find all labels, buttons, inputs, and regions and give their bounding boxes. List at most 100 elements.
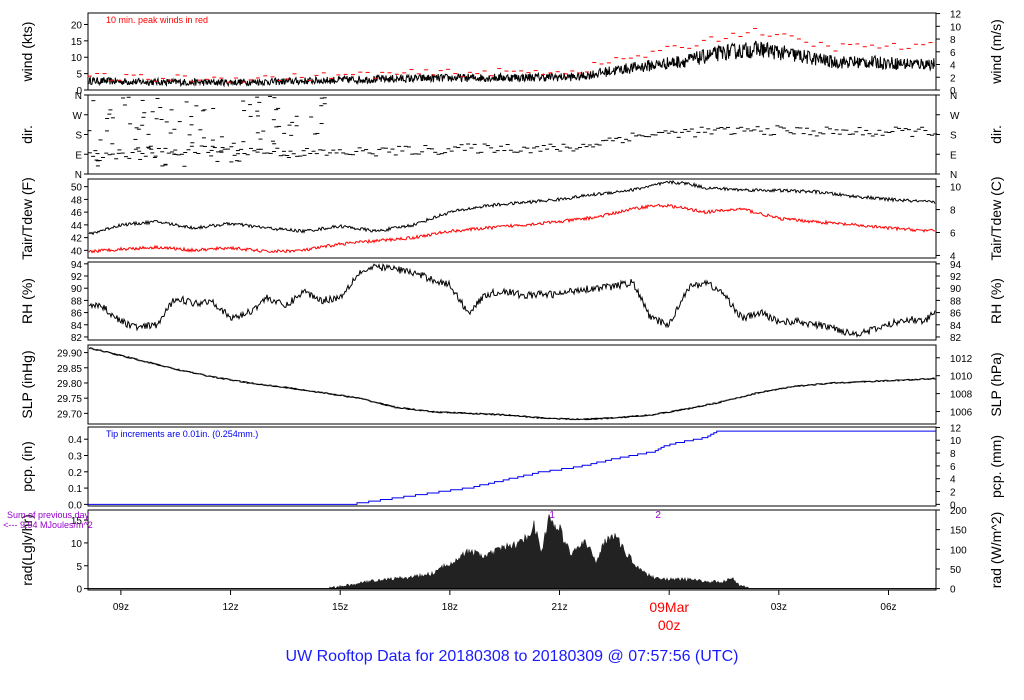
ytick-label-right-dir: N [950, 170, 957, 181]
ytick-label-right-rh: 92 [950, 272, 962, 283]
ytick-label-right-rh: 94 [950, 260, 962, 271]
ytick-label-left-wind: 20 [71, 20, 83, 31]
ylabel-left-slp: SLP (inHg) [19, 350, 35, 418]
ytick-label-right-wind: 12 [950, 10, 962, 21]
ylabel-right-rad: rad (W/m^2) [988, 512, 1004, 589]
ytick-label-left-dir: N [75, 170, 82, 181]
ytick-label-left-rh: 94 [71, 260, 83, 271]
ytick-label-left-pcp: 0.3 [68, 452, 82, 463]
ylabel-right-dir: dir. [988, 125, 1004, 144]
ytick-label-right-temp: 8 [950, 206, 956, 217]
ytick-label-left-slp: 29.70 [57, 409, 82, 420]
ytick-label-right-wind: 6 [950, 48, 956, 59]
ytick-label-right-pcp: 2 [950, 488, 956, 499]
ytick-label-right-dir: N [950, 91, 957, 102]
ytick-label-left-dir: N [75, 91, 82, 102]
ytick-label-right-pcp: 6 [950, 462, 956, 473]
ytick-label-left-dir: W [73, 111, 83, 122]
annotation-rad: Sum of previous day [7, 510, 90, 520]
ytick-label-left-pcp: 0.0 [68, 500, 82, 511]
ytick-label-left-dir: S [75, 131, 82, 142]
ytick-label-left-rad: 0 [76, 585, 82, 596]
panel-frame-temp [87, 178, 937, 259]
ytick-label-right-pcp: 10 [950, 436, 962, 447]
panel-frame-rad [87, 509, 937, 591]
marker-rad: 2 [655, 510, 661, 521]
xtick-label: 06z [880, 602, 896, 613]
ytick-label-right-rh: 82 [950, 333, 962, 344]
ytick-label-left-rh: 88 [71, 296, 83, 307]
ylabel-left-wind: wind (kts) [19, 22, 35, 83]
ytick-label-right-slp: 1012 [950, 354, 973, 365]
ytick-label-left-rad: 10 [71, 539, 83, 550]
annotation2-rad: <--- 9.94 MJoules/m^2 [3, 520, 93, 530]
marker-rad: 1 [549, 510, 555, 521]
ytick-label-left-wind: 15 [71, 37, 83, 48]
ytick-label-right-dir: E [950, 150, 957, 161]
ytick-label-left-dir: E [75, 150, 82, 161]
chart-footer-title: UW Rooftop Data for 20180308 to 20180309… [285, 648, 739, 665]
ytick-label-right-rh: 88 [950, 296, 962, 307]
ytick-label-right-wind: 8 [950, 35, 956, 46]
panel-frame-slp [87, 344, 937, 425]
ytick-label-left-rh: 82 [71, 333, 83, 344]
ylabel-right-rh: RH (%) [988, 278, 1004, 324]
ytick-label-left-wind: 5 [76, 70, 82, 81]
panel-frame-pcp [87, 426, 937, 507]
ylabel-left-temp: Tair/Tdew (F) [19, 177, 35, 259]
ytick-label-left-wind: 0 [76, 86, 82, 97]
xtick-label: 12z [222, 602, 238, 613]
ytick-label-right-pcp: 12 [950, 423, 962, 434]
series-line-temp-0 [88, 179, 936, 236]
ytick-label-left-slp: 29.85 [57, 364, 82, 375]
ytick-label-left-temp: 46 [71, 208, 83, 219]
ytick-label-right-slp: 1006 [950, 408, 973, 419]
ytick-label-left-rh: 92 [71, 272, 83, 283]
ytick-label-right-wind: 0 [950, 86, 956, 97]
ytick-label-left-wind: 10 [71, 53, 83, 64]
panel-frame-rh [87, 261, 937, 341]
ytick-label-left-pcp: 0.4 [68, 435, 82, 446]
series-line-wind-0 [88, 40, 935, 88]
ylabel-left-dir: dir. [19, 125, 35, 144]
xtick-label: 00z [658, 617, 681, 633]
ytick-label-left-pcp: 0.1 [68, 484, 82, 495]
ytick-label-right-rad: 100 [950, 545, 967, 556]
ytick-label-left-rad: 5 [76, 562, 82, 573]
ytick-label-left-slp: 29.75 [57, 394, 82, 405]
ytick-label-left-temp: 50 [71, 183, 83, 194]
ytick-label-right-rad: 50 [950, 565, 962, 576]
xtick-label: 03z [771, 602, 787, 613]
ytick-label-right-rad: 150 [950, 526, 967, 537]
ylabel-left-rad: rad(Lgly/hr) [19, 514, 35, 586]
xtick-label: 21z [551, 602, 567, 613]
ytick-label-right-wind: 4 [950, 61, 956, 72]
ylabel-right-temp: Tair/Tdew (C) [988, 176, 1004, 260]
ytick-label-left-slp: 29.90 [57, 349, 82, 360]
ytick-label-left-rh: 90 [71, 284, 83, 295]
ytick-label-left-pcp: 0.2 [68, 468, 82, 479]
ytick-label-right-rad: 0 [950, 585, 956, 596]
ytick-label-right-dir: S [950, 131, 957, 142]
ytick-label-right-temp: 10 [950, 183, 962, 194]
ytick-label-left-temp: 40 [71, 246, 83, 257]
series-line-temp-1 [88, 203, 936, 254]
ytick-label-left-temp: 48 [71, 195, 83, 206]
ylabel-right-slp: SLP (hPa) [988, 352, 1004, 416]
ytick-label-right-pcp: 4 [950, 475, 956, 486]
ytick-label-left-rad: 15 [71, 516, 83, 527]
ytick-label-right-pcp: 0 [950, 500, 956, 511]
annotation-wind: 10 min. peak winds in red [106, 15, 208, 25]
ytick-label-right-temp: 4 [950, 251, 956, 262]
ytick-label-right-temp: 6 [950, 229, 956, 240]
series-line-rh-0 [88, 263, 936, 338]
ytick-label-right-wind: 10 [950, 22, 962, 33]
ytick-label-right-dir: W [950, 111, 960, 122]
xtick-label: 18z [442, 602, 458, 613]
series-line-pcp-0 [87, 430, 936, 505]
series-area-rad-0 [87, 514, 936, 589]
annotation-pcp: Tip increments are 0.01in. (0.254mm.) [106, 429, 258, 439]
ytick-label-right-rh: 90 [950, 284, 962, 295]
ytick-label-right-rh: 84 [950, 321, 962, 332]
